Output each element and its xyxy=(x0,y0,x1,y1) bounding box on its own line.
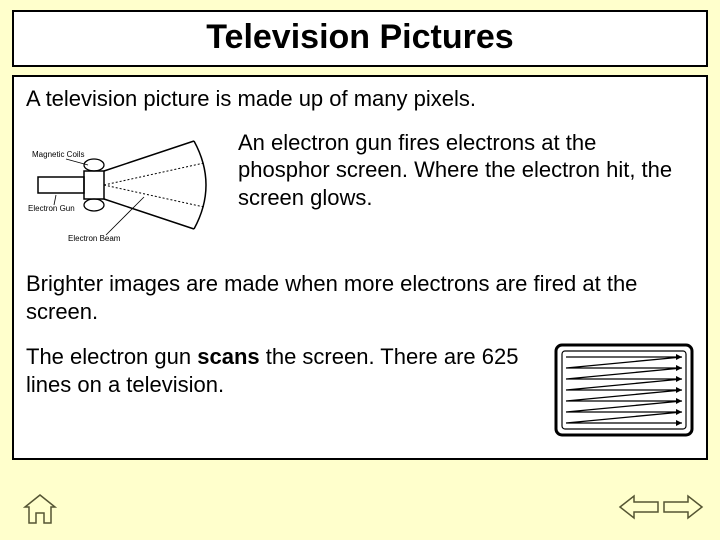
content-box: A television picture is made up of many … xyxy=(12,75,708,460)
scan-text-bold: scans xyxy=(197,344,259,369)
scan-paragraph: The electron gun scans the screen. There… xyxy=(26,343,540,398)
crt-diagram: Magnetic Coils Electron Gun Electron Bea… xyxy=(26,123,226,255)
home-button[interactable] xyxy=(22,493,58,530)
next-button[interactable] xyxy=(662,493,704,530)
label-electron-gun: Electron Gun xyxy=(28,204,75,213)
home-icon xyxy=(22,493,58,525)
page-title: Television Pictures xyxy=(14,18,706,57)
bright-paragraph: Brighter images are made when more elect… xyxy=(26,270,694,325)
label-electron-beam: Electron Beam xyxy=(68,234,121,243)
scan-text-pre: The electron gun xyxy=(26,344,197,369)
prev-button[interactable] xyxy=(618,493,660,530)
mid-paragraph: An electron gun fires electrons at the p… xyxy=(238,123,694,212)
nav-bar xyxy=(0,493,720,530)
arrow-right-icon xyxy=(662,493,704,521)
bottom-row: The electron gun scans the screen. There… xyxy=(26,343,694,444)
arrow-left-icon xyxy=(618,493,660,521)
title-box: Television Pictures xyxy=(12,10,708,67)
intro-text: A television picture is made up of many … xyxy=(26,85,694,113)
arrow-group xyxy=(618,493,704,530)
mid-row: Magnetic Coils Electron Gun Electron Bea… xyxy=(26,123,694,255)
scan-screen-diagram xyxy=(554,343,694,444)
label-magnetic-coils: Magnetic Coils xyxy=(32,150,84,159)
